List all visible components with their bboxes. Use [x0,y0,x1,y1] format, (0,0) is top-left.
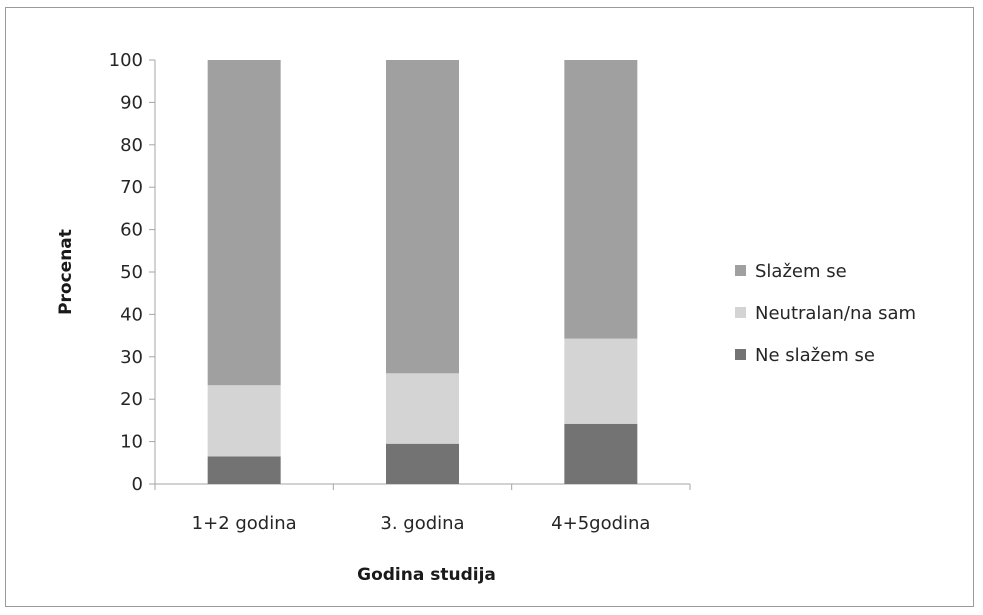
legend-label: Ne slažem se [755,345,875,366]
y-tick-label: 40 [120,304,143,325]
y-axis-title: Procenat [56,229,76,315]
bar-segment-ne-sla-em-se [564,423,638,484]
bars [207,60,638,484]
x-tick-label: 3. godina [380,513,464,534]
bar-segment-neutralan-na-sam [207,385,281,457]
bar-segment-ne-sla-em-se [207,456,281,484]
y-tick-label: 50 [120,262,143,283]
bar-segment-neutralan-na-sam [386,373,459,444]
legend-label: Slažem se [755,261,847,282]
legend-swatch [735,307,746,318]
y-axis: 0 10 20 30 40 50 60 70 80 90 100 [109,50,156,495]
legend: Slažem se Neutralan/na sam Ne slažem se [735,261,916,366]
legend-swatch [735,349,746,360]
x-axis-title: Godina studija [357,565,496,585]
chart-frame [5,7,974,607]
bar-segment-ne-sla-em-se [386,443,459,484]
bar-segment-sla-em-se [564,60,638,339]
legend-label: Neutralan/na sam [755,303,916,324]
y-tick-label: 100 [109,50,143,71]
x-axis: 1+2 godina 3. godina 4+5godina [154,483,691,534]
y-tick-label: 80 [120,135,143,156]
y-tick-label: 30 [120,347,143,368]
legend-swatch [735,265,746,276]
y-tick-label: 0 [132,474,143,495]
y-tick-label: 70 [120,177,143,198]
y-tick-label: 90 [120,92,143,113]
bar-segment-neutralan-na-sam [564,338,638,424]
y-tick-label: 10 [120,432,143,453]
bar-segment-sla-em-se [207,60,281,386]
y-tick-label: 60 [120,220,143,241]
y-tick-label: 20 [120,389,143,410]
x-tick-label: 4+5godina [551,513,650,534]
x-tick-label: 1+2 godina [192,513,297,534]
bar-segment-sla-em-se [386,60,459,374]
